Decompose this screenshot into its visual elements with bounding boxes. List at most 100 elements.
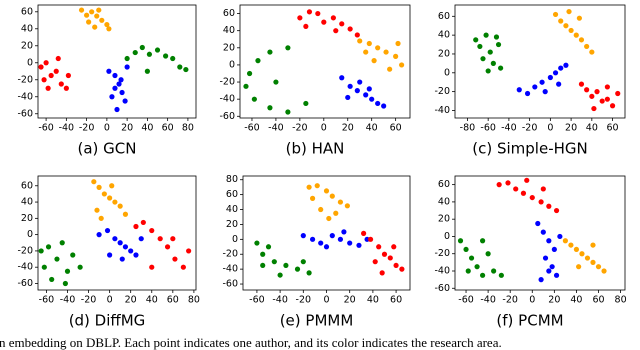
- y-tick-label: 60: [21, 180, 33, 191]
- subfigure-caption: (f) PCMM: [496, 312, 563, 330]
- point: [540, 186, 546, 192]
- point: [41, 77, 47, 83]
- point: [114, 106, 120, 113]
- figure-caption: n embedding on DBLP. Each point indicate…: [0, 335, 502, 350]
- point: [532, 84, 538, 90]
- point: [58, 81, 64, 87]
- y-tick-label: -60: [17, 278, 33, 289]
- x-tick-label: 0: [104, 123, 110, 134]
- point: [329, 193, 335, 199]
- point: [568, 242, 574, 248]
- y-tick-label: 20: [223, 42, 235, 53]
- point: [265, 244, 272, 250]
- point: [547, 74, 553, 81]
- point: [393, 262, 399, 269]
- point: [124, 64, 130, 70]
- point: [546, 238, 552, 244]
- point: [326, 215, 332, 222]
- point: [393, 53, 399, 59]
- point: [601, 268, 607, 274]
- x-tick-label: 40: [570, 295, 582, 306]
- point: [117, 203, 123, 209]
- point: [576, 264, 582, 270]
- point: [590, 259, 596, 265]
- point: [309, 236, 316, 242]
- point: [485, 68, 491, 74]
- point: [107, 195, 113, 201]
- point: [383, 49, 389, 55]
- x-tick-label: -40: [59, 123, 75, 134]
- subfigure-caption: (b) HAN: [286, 140, 345, 158]
- y-tick-label: 60: [438, 11, 450, 22]
- x-tick-label: 80: [182, 123, 194, 134]
- point: [495, 41, 502, 48]
- point: [558, 18, 564, 24]
- point: [180, 264, 186, 270]
- point: [344, 203, 350, 209]
- y-tick-label: 40: [21, 23, 33, 34]
- point: [339, 75, 345, 81]
- point: [546, 203, 552, 209]
- x-tick-label: -40: [501, 123, 517, 134]
- point: [64, 268, 71, 274]
- point: [558, 65, 564, 71]
- point: [553, 207, 560, 214]
- y-tick-label: 20: [438, 48, 450, 59]
- point: [361, 230, 367, 236]
- point: [529, 194, 535, 201]
- y-tick-label: 0: [229, 59, 235, 70]
- point: [493, 34, 500, 40]
- point: [65, 72, 71, 79]
- x-tick-label: 60: [607, 123, 619, 134]
- point: [604, 84, 610, 90]
- point: [84, 12, 90, 18]
- point: [283, 262, 289, 269]
- x-tick-label: 20: [548, 295, 560, 306]
- y-tick-label: 0: [444, 67, 450, 78]
- point: [70, 252, 76, 258]
- point: [96, 232, 102, 238]
- point: [112, 72, 118, 79]
- point: [104, 227, 111, 234]
- x-tick-label: 20: [342, 123, 354, 134]
- point: [96, 7, 102, 13]
- point: [498, 65, 504, 71]
- x-tick-label: -40: [60, 295, 76, 306]
- plot-frame: [37, 175, 197, 291]
- point: [366, 40, 372, 47]
- point: [318, 206, 324, 213]
- point: [112, 199, 118, 205]
- point: [89, 9, 95, 15]
- y-tick-label: -20: [219, 77, 235, 88]
- point: [347, 83, 353, 89]
- x-tick-label: -80: [460, 123, 476, 134]
- y-tick-label: -40: [434, 105, 450, 116]
- point: [122, 211, 129, 217]
- point: [149, 264, 155, 270]
- y-tick-label: -20: [17, 245, 33, 256]
- point: [273, 79, 279, 85]
- point: [347, 26, 353, 32]
- y-tick-label: 0: [444, 231, 450, 242]
- point: [107, 252, 113, 258]
- point: [318, 240, 324, 246]
- point: [589, 49, 595, 55]
- point: [38, 248, 44, 254]
- point: [300, 233, 306, 239]
- subfigure-caption: (e) PMMM: [280, 312, 354, 330]
- plot-frame: [37, 4, 197, 119]
- point: [306, 184, 312, 190]
- point: [356, 242, 362, 248]
- point: [609, 103, 616, 109]
- point: [333, 28, 339, 34]
- point: [496, 182, 502, 188]
- subfigure-caption: (d) DiffMG: [69, 312, 146, 330]
- y-tick-label: 0: [232, 234, 238, 245]
- point: [576, 15, 582, 21]
- y-tick-label: 40: [438, 30, 450, 41]
- point: [387, 66, 393, 72]
- point: [146, 51, 153, 57]
- point: [595, 264, 602, 270]
- point: [154, 47, 161, 53]
